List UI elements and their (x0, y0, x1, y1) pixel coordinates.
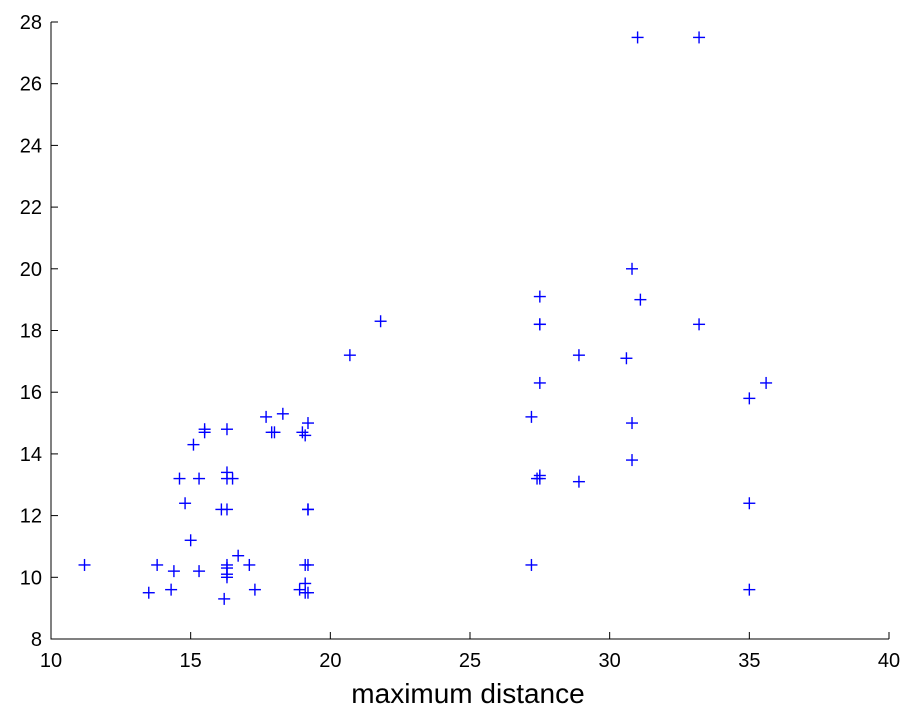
y-tick-label: 22 (20, 197, 42, 219)
axes (50, 22, 889, 640)
data-points (78, 31, 773, 605)
data-point (218, 592, 231, 605)
data-point (743, 392, 756, 405)
data-point (232, 549, 245, 562)
data-point (179, 497, 192, 510)
data-point (620, 352, 633, 365)
x-tick-label: 30 (599, 650, 621, 672)
data-point (626, 454, 639, 467)
y-tick-label: 24 (20, 135, 42, 157)
data-point (572, 349, 585, 362)
data-point (634, 293, 647, 306)
y-tick-label: 28 (20, 12, 42, 34)
data-point (631, 31, 644, 44)
data-point (525, 558, 538, 571)
x-tick-label: 35 (738, 650, 760, 672)
data-point (299, 429, 312, 442)
data-point (693, 318, 706, 331)
y-axis-ticks: 8 10 12 14 16 18 20 22 24 26 28 (20, 12, 58, 651)
data-point (243, 558, 256, 571)
data-point (296, 426, 309, 439)
data-point (193, 565, 206, 578)
data-point (142, 586, 155, 599)
data-point (167, 565, 180, 578)
data-point (260, 410, 273, 423)
data-point (276, 407, 289, 420)
data-point (187, 438, 200, 451)
x-tick-label: 20 (319, 650, 341, 672)
data-point (572, 475, 585, 488)
data-point (301, 503, 314, 516)
data-point (173, 472, 186, 485)
data-point (198, 426, 211, 439)
data-point (151, 558, 164, 571)
data-point (301, 586, 314, 599)
y-tick-label: 10 (20, 567, 42, 589)
x-axis-ticks: 10 15 20 25 30 35 40 (40, 632, 900, 672)
data-point (193, 472, 206, 485)
data-point (293, 583, 306, 596)
data-point (220, 503, 233, 516)
data-point (301, 558, 314, 571)
data-point (626, 262, 639, 275)
data-point (226, 472, 239, 485)
data-point (533, 376, 546, 389)
data-point (78, 558, 91, 571)
y-tick-label: 8 (31, 629, 42, 651)
x-tick-label: 10 (40, 650, 62, 672)
data-point (220, 423, 233, 436)
y-tick-label: 14 (20, 444, 42, 466)
data-point (220, 558, 233, 571)
x-axis-title: maximum distance (351, 678, 584, 706)
data-point (743, 583, 756, 596)
y-tick-label: 26 (20, 74, 42, 96)
data-point (760, 376, 773, 389)
x-tick-label: 15 (180, 650, 202, 672)
data-point (533, 290, 546, 303)
data-point (248, 583, 261, 596)
x-tick-label: 40 (878, 650, 900, 672)
data-point (374, 315, 387, 328)
y-tick-label: 16 (20, 382, 42, 404)
data-point (343, 349, 356, 362)
data-point (626, 417, 639, 430)
y-tick-label: 20 (20, 259, 42, 281)
data-point (184, 534, 197, 547)
data-point (220, 466, 233, 479)
data-point (165, 583, 178, 596)
data-point (533, 469, 546, 482)
data-point (301, 417, 314, 430)
data-point (525, 410, 538, 423)
y-tick-label: 18 (20, 321, 42, 343)
data-point (299, 577, 312, 590)
data-point (220, 571, 233, 584)
x-tick-label: 25 (459, 650, 481, 672)
data-point (268, 426, 281, 439)
data-point (743, 497, 756, 510)
data-point (533, 318, 546, 331)
data-point (693, 31, 706, 44)
y-tick-label: 12 (20, 506, 42, 528)
